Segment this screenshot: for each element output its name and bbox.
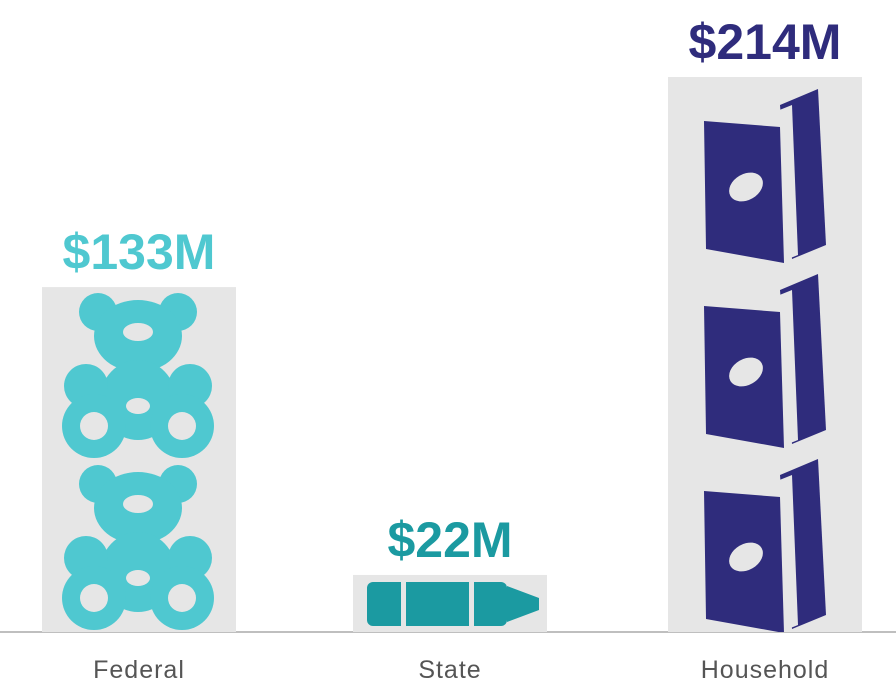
icon bbox=[704, 274, 826, 448]
icon bbox=[62, 293, 214, 458]
icons bbox=[704, 89, 826, 632]
x-tick-label: Household bbox=[701, 656, 830, 684]
icons bbox=[367, 582, 539, 626]
x-tick-label: State bbox=[418, 656, 481, 684]
icons bbox=[62, 293, 214, 630]
icon bbox=[62, 465, 214, 630]
x-tick-label: Federal bbox=[93, 656, 185, 684]
value-label: $133M bbox=[63, 224, 216, 280]
icon bbox=[704, 89, 826, 263]
value-label: $214M bbox=[689, 14, 842, 70]
icon bbox=[367, 582, 539, 626]
value-label: $22M bbox=[387, 512, 512, 568]
icon bbox=[704, 459, 826, 632]
